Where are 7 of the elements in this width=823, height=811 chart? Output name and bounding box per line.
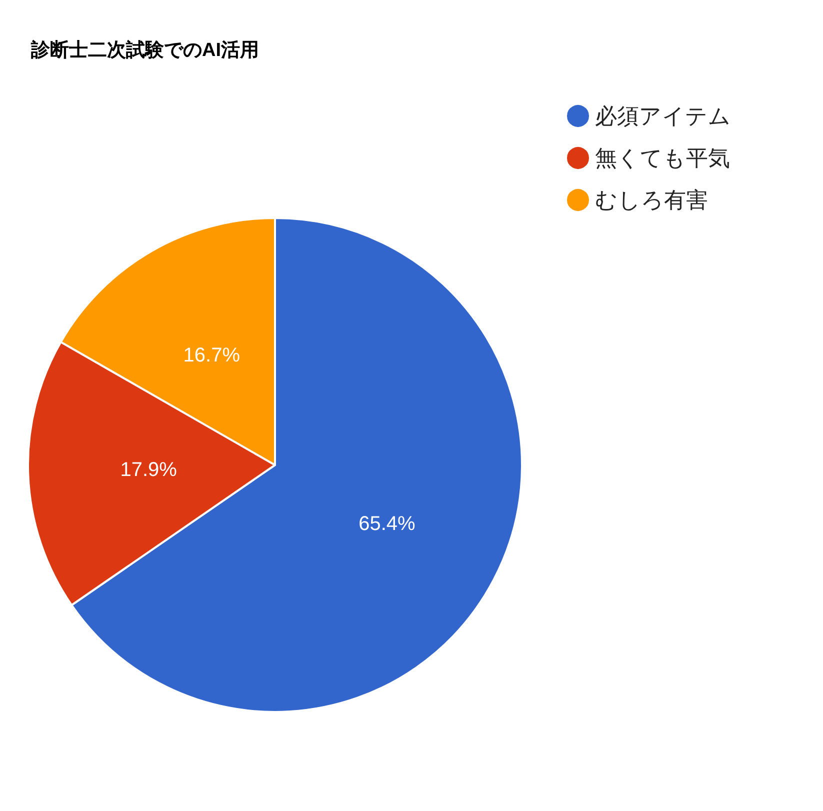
legend-label: 必須アイテム (595, 104, 731, 128)
data-label: 65.4% (358, 512, 416, 535)
legend-label: むしろ有害 (595, 188, 708, 212)
data-label: 17.9% (120, 459, 178, 482)
data-label: 16.7% (183, 344, 240, 367)
chart-title: 診断士二次試験でのAI活用 (30, 39, 259, 61)
legend-label: 無くても平気 (595, 146, 730, 170)
